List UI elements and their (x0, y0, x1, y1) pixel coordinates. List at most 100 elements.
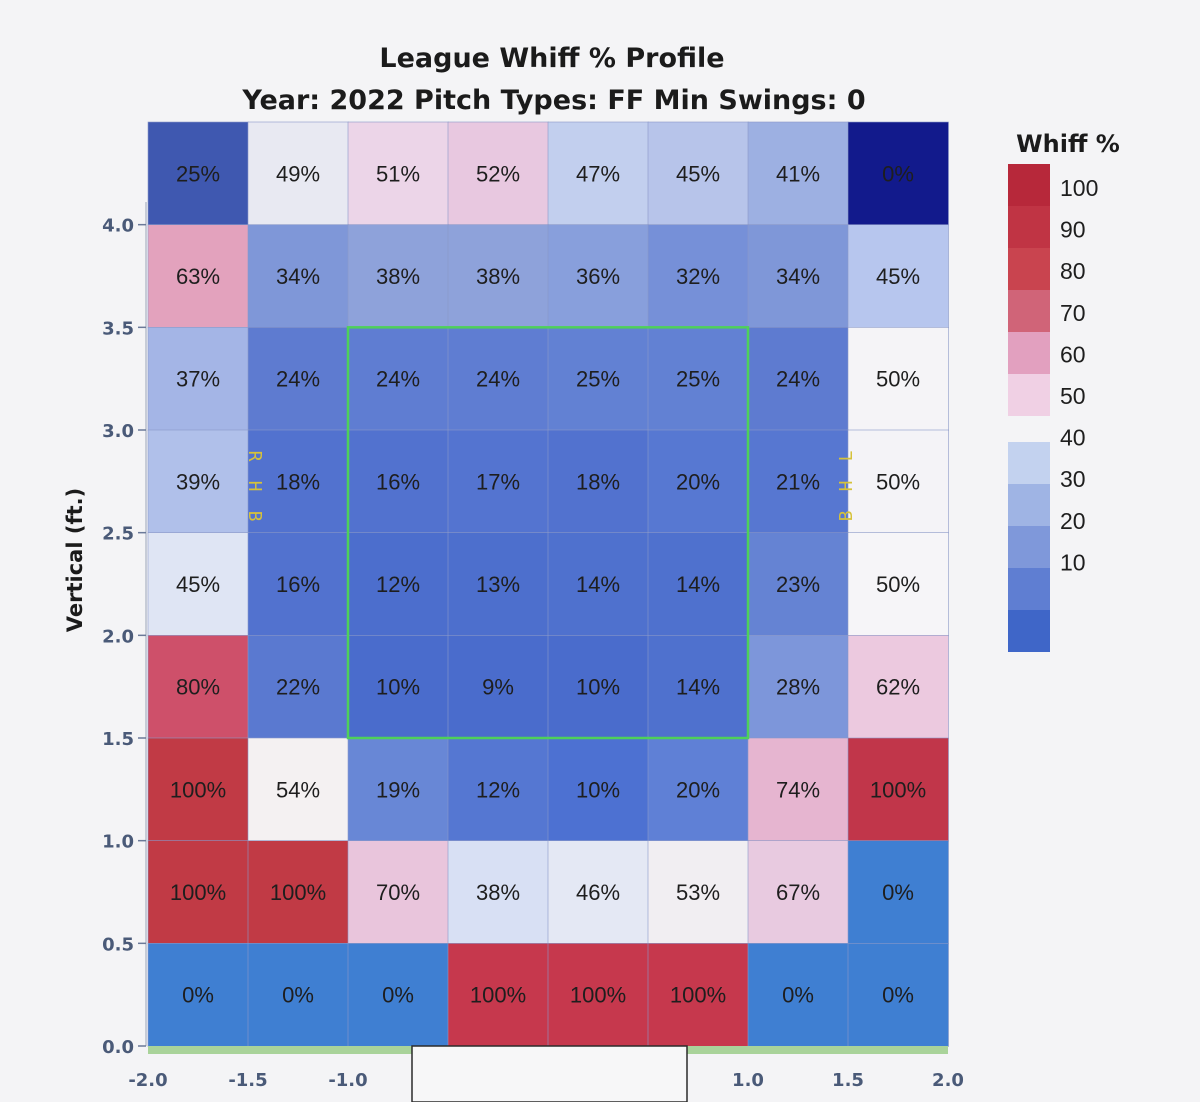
cell-value-label: 54% (276, 777, 320, 802)
heatmap-cell (247, 532, 349, 637)
heatmap-cell (647, 943, 749, 1047)
legend-tick-label: 40 (1060, 425, 1086, 451)
heatmap-cell (347, 635, 449, 739)
cell-value-label: 0% (282, 983, 314, 1008)
cell-value-label: 80% (176, 675, 220, 700)
heatmap-cell (247, 737, 349, 842)
cell-value-label: 25% (176, 161, 220, 186)
heatmap-cell (247, 635, 349, 739)
cell-value-label: 0% (882, 161, 914, 186)
cell-value-label: 18% (276, 469, 320, 494)
legend-swatch (1008, 526, 1050, 568)
batter-label-char: H (836, 481, 857, 492)
x-tick-label: -1.5 (228, 1070, 267, 1091)
heatmap-cell (747, 224, 849, 329)
legend-tick-label: 10 (1060, 549, 1086, 575)
batter-label: L H B (836, 450, 857, 521)
y-axis: 4.0 3.5 3.0 2.5 2.0 1.5 1.0 0.5 0.0 (102, 202, 147, 1058)
cell-value-label: 9% (482, 675, 514, 700)
legend-tick-label: 20 (1060, 508, 1086, 534)
cell-value-label: 14% (576, 572, 620, 597)
cell-value-label: 100% (570, 983, 626, 1008)
heatmap-cell (247, 224, 349, 329)
strike-zone-outline (346, 326, 750, 740)
cell-value-label: 38% (476, 264, 520, 289)
heatmap-cell (247, 429, 349, 534)
cell-value-label: 10% (576, 675, 620, 700)
y-tick-label: 1.5 (102, 729, 134, 750)
legend-title: Whiff % (1016, 130, 1120, 158)
cell-value-label: 49% (276, 161, 320, 186)
cell-value-label: 16% (376, 469, 420, 494)
heatmap-cell (847, 121, 949, 226)
heatmap-cell (547, 121, 649, 226)
chart-title: League Whiff % Profile (379, 43, 724, 74)
legend-tick-label: 50 (1060, 383, 1086, 409)
y-tick-label: 2.0 (102, 626, 134, 647)
legend-swatch (1008, 206, 1050, 248)
heatmap-cell (847, 327, 949, 431)
heatmap-cell (147, 327, 249, 431)
heatmap-cell (147, 121, 249, 226)
heatmap-cell (647, 635, 749, 739)
legend-swatch (1008, 568, 1050, 610)
heatmap-cell (547, 635, 649, 739)
heatmap-cell (447, 429, 549, 534)
cell-value-label: 17% (476, 469, 520, 494)
cell-value-label: 62% (876, 675, 920, 700)
cell-value-label: 38% (376, 264, 420, 289)
x-tick-label: 2.0 (932, 1070, 964, 1091)
cell-value-label: 74% (776, 777, 820, 802)
y-tick-label: 0.0 (102, 1037, 134, 1058)
heatmap-cell (747, 737, 849, 842)
cell-value-label: 34% (776, 264, 820, 289)
cell-value-label: 100% (170, 880, 226, 905)
heatmap-cell (447, 121, 549, 226)
heatmap-cell (347, 327, 449, 431)
legend-tick-label: 80 (1060, 258, 1086, 284)
y-tick-label: 2.5 (102, 524, 134, 545)
legend-swatch (1008, 332, 1050, 374)
cell-value-label: 45% (876, 264, 920, 289)
cell-value-label: 70% (376, 880, 420, 905)
heatmap-cell (847, 737, 949, 842)
cell-value-label: 25% (676, 367, 720, 392)
heatmap-cell (647, 840, 749, 945)
cell-value-label: 39% (176, 469, 220, 494)
heatmap-cell (847, 635, 949, 739)
cell-value-label: 20% (676, 777, 720, 802)
heatmap-cell (747, 327, 849, 431)
batter-label-char: B (244, 511, 265, 522)
legend-swatch (1008, 374, 1050, 416)
cell-value-label: 21% (776, 469, 820, 494)
cell-value-label: 25% (576, 367, 620, 392)
cell-value-label: 37% (176, 367, 220, 392)
legend-tick-label: 70 (1060, 300, 1086, 326)
cell-value-label: 63% (176, 264, 220, 289)
cell-value-label: 24% (776, 367, 820, 392)
heatmap-cells: 25% 49% 51% 52% 47% 45% 41% 0% 63% 34% 38% 38% 36% 32… (147, 121, 949, 1047)
heatmap-cell (747, 635, 849, 739)
heatmap-cell (647, 532, 749, 637)
cell-value-label: 0% (882, 880, 914, 905)
heatmap-cell (547, 943, 649, 1047)
heatmap-cell (247, 943, 349, 1047)
heatmap-cell (547, 429, 649, 534)
cell-value-label: 34% (276, 264, 320, 289)
heatmap-cell (647, 121, 749, 226)
cell-value-label: 100% (870, 777, 926, 802)
x-tick-label: 1.5 (832, 1070, 864, 1091)
cell-value-label: 51% (376, 161, 420, 186)
heatmap-cell (547, 327, 649, 431)
cell-value-label: 20% (676, 469, 720, 494)
cell-value-label: 100% (670, 983, 726, 1008)
cell-value-label: 14% (676, 675, 720, 700)
heatmap-cell (347, 840, 449, 945)
chart-subtitle: Year: 2022 Pitch Types: FF Min Swings: 0 (241, 85, 865, 116)
heatmap-cell (847, 224, 949, 329)
cell-value-label: 16% (276, 572, 320, 597)
y-tick-label: 1.0 (102, 832, 134, 853)
heatmap-cell (747, 532, 849, 637)
cell-value-label: 28% (776, 675, 820, 700)
heatmap-cell (847, 943, 949, 1047)
